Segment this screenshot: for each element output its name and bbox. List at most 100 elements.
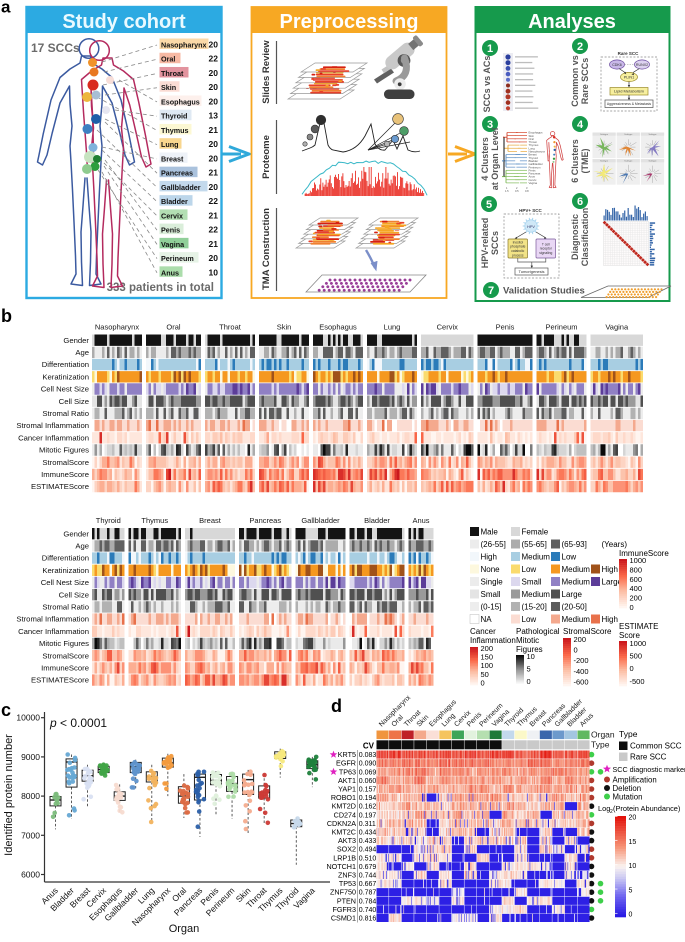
svg-text:TMA Construction: TMA Construction xyxy=(261,208,272,290)
svg-text:Skin: Skin xyxy=(161,83,176,92)
svg-text:(26-55]: (26-55] xyxy=(481,540,506,549)
svg-text:Subtype: Subtype xyxy=(624,133,633,136)
svg-text:Medium: Medium xyxy=(522,553,551,562)
svg-text:Breast: Breast xyxy=(161,154,184,163)
svg-text:0.510: 0.510 xyxy=(359,855,377,862)
svg-text:10: 10 xyxy=(527,652,535,661)
svg-text:a: a xyxy=(1,0,11,17)
svg-text:Medium: Medium xyxy=(562,615,591,624)
svg-text:Cell Size: Cell Size xyxy=(59,590,89,599)
svg-text:Mitotic: Mitotic xyxy=(516,636,539,645)
svg-text:process: process xyxy=(512,253,524,257)
svg-text:Common SCC: Common SCC xyxy=(630,742,682,751)
svg-text:Penis: Penis xyxy=(161,226,180,235)
svg-text:-600: -600 xyxy=(574,677,589,686)
svg-text:20: 20 xyxy=(209,96,219,106)
svg-text:signaling: signaling xyxy=(539,251,552,255)
svg-text:Vagina: Vagina xyxy=(605,323,629,332)
svg-text:Mutation: Mutation xyxy=(613,793,643,802)
svg-text:10: 10 xyxy=(629,863,637,870)
svg-text:Anus: Anus xyxy=(161,268,179,277)
svg-text:10: 10 xyxy=(209,267,219,277)
svg-text:Small: Small xyxy=(522,578,542,587)
svg-text:(TME): (TME) xyxy=(580,149,590,174)
svg-text:1: 1 xyxy=(487,43,493,55)
svg-text:b: b xyxy=(1,306,12,326)
svg-text:Organ: Organ xyxy=(591,730,615,740)
svg-text:20: 20 xyxy=(209,139,219,149)
svg-text:Penis: Penis xyxy=(496,323,515,332)
svg-text:13: 13 xyxy=(209,111,219,121)
svg-text:20: 20 xyxy=(209,40,219,50)
svg-text:Rare SCC: Rare SCC xyxy=(618,51,640,56)
svg-text:Cancer: Cancer xyxy=(470,627,496,636)
svg-text:0.433: 0.433 xyxy=(359,838,377,845)
svg-text:600: 600 xyxy=(630,575,643,584)
svg-text:Gallbladder: Gallbladder xyxy=(161,183,201,192)
svg-text:Age: Age xyxy=(75,348,89,357)
svg-text:Validation Studies: Validation Studies xyxy=(503,286,585,297)
svg-text:17 SCCs: 17 SCCs xyxy=(31,41,80,55)
svg-text:0.5: 0.5 xyxy=(515,189,519,193)
svg-text:6: 6 xyxy=(577,196,583,208)
svg-text:7000: 7000 xyxy=(21,830,40,840)
svg-text:0.8: 0.8 xyxy=(525,189,529,193)
svg-text:HPV: HPV xyxy=(527,225,535,229)
svg-text:9000: 9000 xyxy=(21,752,40,762)
svg-text:(Years): (Years) xyxy=(602,540,628,549)
svg-text:High: High xyxy=(602,565,618,574)
svg-text:Perineum: Perineum xyxy=(161,254,194,263)
svg-text:ImmuneScore: ImmuneScore xyxy=(41,470,89,479)
svg-text:Cervix: Cervix xyxy=(161,211,183,220)
svg-text:Log: Log xyxy=(598,804,610,813)
svg-text:5: 5 xyxy=(527,665,531,674)
svg-text:0.311: 0.311 xyxy=(359,821,376,828)
svg-text:StromalScore: StromalScore xyxy=(42,651,89,660)
svg-text:(Protein Abundance): (Protein Abundance) xyxy=(613,804,680,813)
svg-text:Slides Review: Slides Review xyxy=(261,40,272,104)
svg-text:Keratinization: Keratinization xyxy=(42,372,89,381)
svg-text:StromalScore: StromalScore xyxy=(563,627,612,636)
svg-text:7: 7 xyxy=(488,285,494,297)
svg-text:ESTIMATEScore: ESTIMATEScore xyxy=(31,676,89,685)
svg-text:None: None xyxy=(481,565,501,574)
svg-text:(15-20]: (15-20] xyxy=(522,603,547,612)
svg-text:Subtype: Subtype xyxy=(624,160,633,163)
svg-text:Cell Nest Size: Cell Nest Size xyxy=(41,578,89,587)
svg-text:Thyroid: Thyroid xyxy=(96,516,121,525)
svg-text:Nasopharynx: Nasopharynx xyxy=(161,41,207,50)
svg-text:Tumorigenesis: Tumorigenesis xyxy=(518,269,544,274)
svg-text:1000: 1000 xyxy=(630,639,647,648)
svg-text:200: 200 xyxy=(574,635,587,644)
svg-text:Lung: Lung xyxy=(384,323,401,332)
svg-text:c: c xyxy=(1,700,11,720)
svg-text:Vagina: Vagina xyxy=(161,240,185,249)
svg-text:0: 0 xyxy=(574,646,578,655)
svg-text:0.060: 0.060 xyxy=(359,778,377,785)
svg-text:4 Clusters: 4 Clusters xyxy=(480,137,490,181)
svg-text:0.816: 0.816 xyxy=(359,916,377,923)
svg-text:200: 200 xyxy=(630,594,643,603)
svg-text:8000: 8000 xyxy=(21,791,40,801)
svg-text:0.157: 0.157 xyxy=(359,787,377,794)
svg-text:Mitotic Figures: Mitotic Figures xyxy=(39,446,89,455)
svg-text:Stromal Ratio: Stromal Ratio xyxy=(42,603,89,612)
svg-text:5: 5 xyxy=(629,887,633,894)
svg-text:0.494: 0.494 xyxy=(359,847,377,854)
svg-text:-200: -200 xyxy=(574,656,589,665)
svg-text:Bladder: Bladder xyxy=(161,197,188,206)
svg-text:CSMD1: CSMD1 xyxy=(331,914,356,923)
svg-text:Subtype: Subtype xyxy=(648,160,657,163)
svg-text:Stromal Inflammation: Stromal Inflammation xyxy=(16,421,89,430)
svg-text:0.083: 0.083 xyxy=(359,752,377,759)
svg-text:High: High xyxy=(481,553,497,562)
svg-text:Rare SCCs: Rare SCCs xyxy=(580,58,590,105)
svg-text:22: 22 xyxy=(209,54,219,64)
svg-text:Subtype: Subtype xyxy=(600,133,609,136)
svg-text:0.740: 0.740 xyxy=(359,907,377,914)
svg-text:Breast: Breast xyxy=(199,516,222,525)
svg-text:< 0.0001: < 0.0001 xyxy=(60,716,107,730)
svg-text:High: High xyxy=(602,615,618,624)
svg-text:Aggressiveness & Metastasis: Aggressiveness & Metastasis xyxy=(607,102,652,106)
svg-text:6 Clusters: 6 Clusters xyxy=(570,139,580,183)
